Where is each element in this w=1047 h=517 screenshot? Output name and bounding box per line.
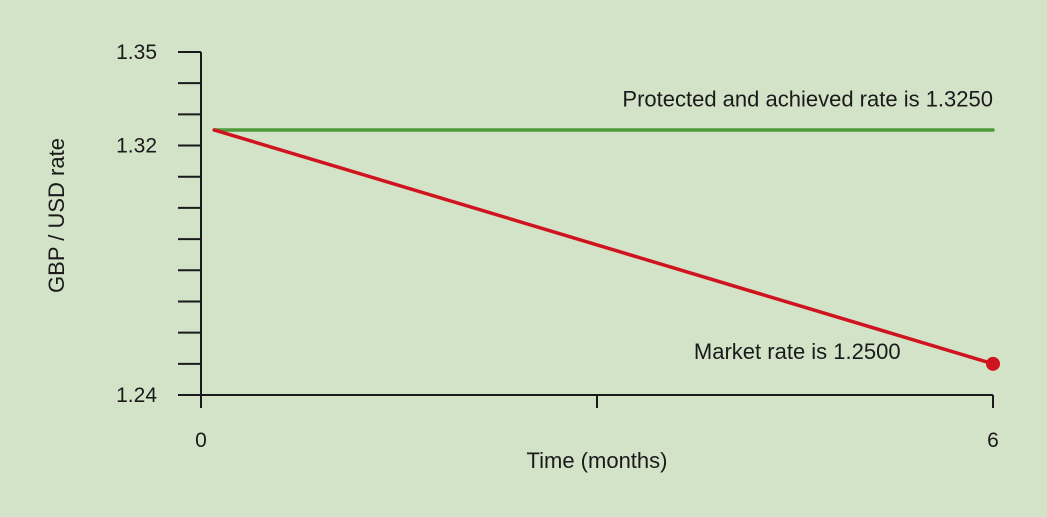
labels: 1.24 1.32 1.35 0 6 Time (months) GBP / USD rat… xyxy=(44,41,999,473)
y-tick-label: 1.32 xyxy=(116,135,157,158)
y-tick-label: 1.35 xyxy=(116,41,157,64)
x-tick-label: 6 xyxy=(987,429,999,452)
x-axis-title: Time (months) xyxy=(527,448,668,473)
axes xyxy=(178,51,994,408)
protected-rate-annotation: Protected and achieved rate is 1.3250 xyxy=(622,87,993,112)
y-tick-label: 1.24 xyxy=(116,384,157,407)
market-rate-annotation: Market rate is 1.2500 xyxy=(694,339,901,364)
y-axis-title: GBP / USD rate xyxy=(44,138,69,293)
x-tick-label: 0 xyxy=(195,429,207,452)
series-line-1 xyxy=(212,128,995,366)
series-end-marker xyxy=(986,356,1000,371)
series-layer xyxy=(212,128,1000,371)
